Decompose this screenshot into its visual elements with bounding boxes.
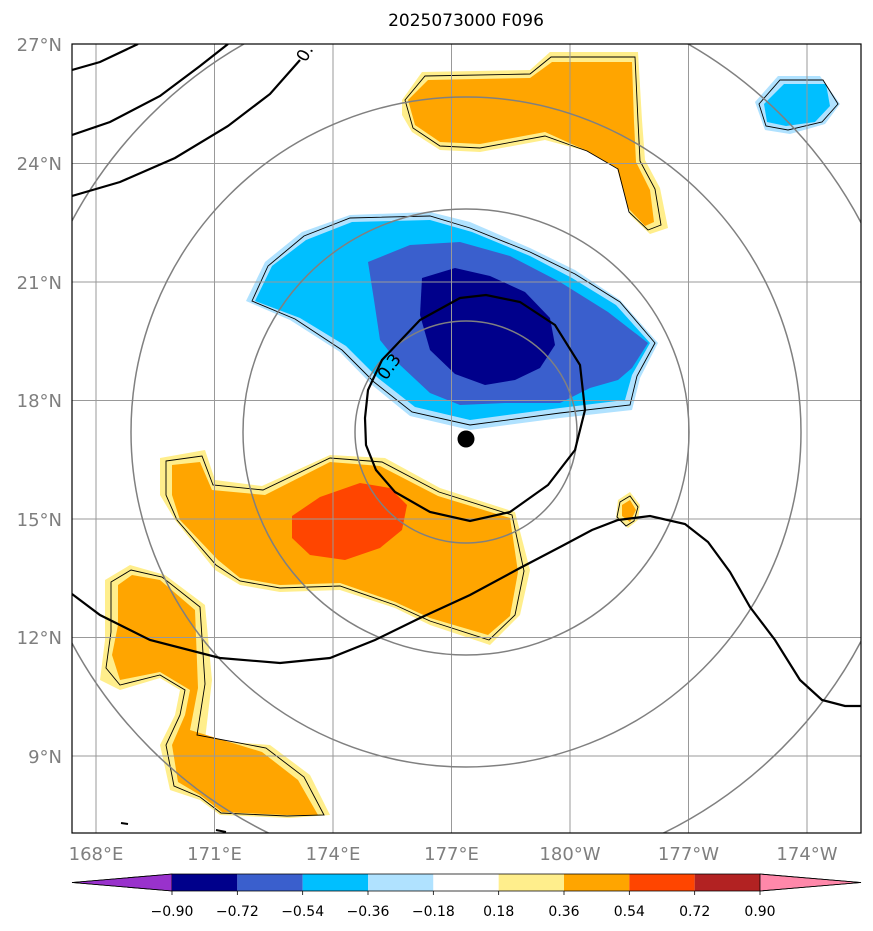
lon-label: 174°E bbox=[306, 844, 361, 865]
shade-pos-north-orange bbox=[408, 62, 654, 226]
range-rings bbox=[72, 44, 861, 833]
colorbar-label: −0.90 bbox=[151, 904, 194, 920]
map-area bbox=[72, 44, 861, 833]
lat-label: 15°N bbox=[17, 510, 62, 531]
colorbar-label: −0.54 bbox=[281, 904, 324, 920]
colorbar-label: −0.18 bbox=[412, 904, 455, 920]
lon-label: 180°W bbox=[539, 844, 600, 865]
lat-tick-labels: 27°N 24°N 21°N 18°N 15°N 12°N 9°N bbox=[17, 35, 62, 768]
colorbar-label: 0.54 bbox=[614, 904, 645, 920]
lon-tick-labels: 168°E 171°E 174°E 177°E 180°W 177°W 174°… bbox=[69, 844, 838, 865]
colorbar-segment bbox=[498, 874, 564, 891]
shade-neg-ne-inner bbox=[764, 84, 830, 126]
colorbar-segment bbox=[302, 874, 368, 891]
contour-lines bbox=[72, 44, 861, 708]
lat-label: 9°N bbox=[28, 747, 62, 768]
colorbar-segment bbox=[237, 874, 303, 891]
lon-label: 174°W bbox=[776, 844, 837, 865]
colorbar-label: 0.18 bbox=[483, 904, 514, 920]
colorbar-label: −0.72 bbox=[216, 904, 259, 920]
lon-label: 171°E bbox=[187, 844, 242, 865]
lon-label: 168°E bbox=[69, 844, 124, 865]
map-frame bbox=[71, 43, 862, 834]
colorbar-segments bbox=[71, 873, 862, 892]
colorbar: −0.90 −0.72 −0.54 −0.36 −0.18 0.18 0.36 0.54 0.7… bbox=[71, 873, 862, 920]
lat-label: 24°N bbox=[17, 154, 62, 175]
colorbar-segment bbox=[368, 874, 434, 891]
coastline-fragments bbox=[120, 822, 227, 833]
lat-label: 18°N bbox=[17, 391, 62, 412]
colorbar-label: 0.72 bbox=[679, 904, 710, 920]
shade-pos-sw-orange bbox=[112, 575, 318, 815]
lon-label: 177°E bbox=[424, 844, 479, 865]
shade-outlines bbox=[105, 56, 839, 817]
colorbar-segment bbox=[694, 874, 760, 891]
lon-label: 177°W bbox=[658, 844, 719, 865]
colorbar-extend-low bbox=[71, 873, 173, 892]
figure-title: 2025073000 F096 bbox=[388, 11, 544, 31]
colorbar-label: −0.36 bbox=[347, 904, 390, 920]
storm-center-marker bbox=[457, 430, 475, 448]
shade-neg-090 bbox=[420, 268, 555, 385]
contour-label-top: 0. bbox=[293, 42, 318, 66]
colorbar-segment bbox=[629, 874, 695, 891]
shade-pos-central-core bbox=[292, 483, 407, 560]
colorbar-segment bbox=[433, 874, 499, 891]
colorbar-label: 0.36 bbox=[548, 904, 579, 920]
lat-label: 21°N bbox=[17, 273, 62, 294]
colorbar-segment bbox=[564, 874, 630, 891]
colorbar-label: 0.90 bbox=[744, 904, 775, 920]
lat-label: 12°N bbox=[17, 628, 62, 649]
colorbar-extend-high bbox=[759, 873, 862, 892]
colorbar-labels: −0.90 −0.72 −0.54 −0.36 −0.18 0.18 0.36 0.54 0.7… bbox=[151, 891, 776, 920]
lat-label: 27°N bbox=[17, 35, 62, 56]
colorbar-segment bbox=[172, 874, 238, 891]
shade-pos-small-inner bbox=[622, 500, 636, 522]
